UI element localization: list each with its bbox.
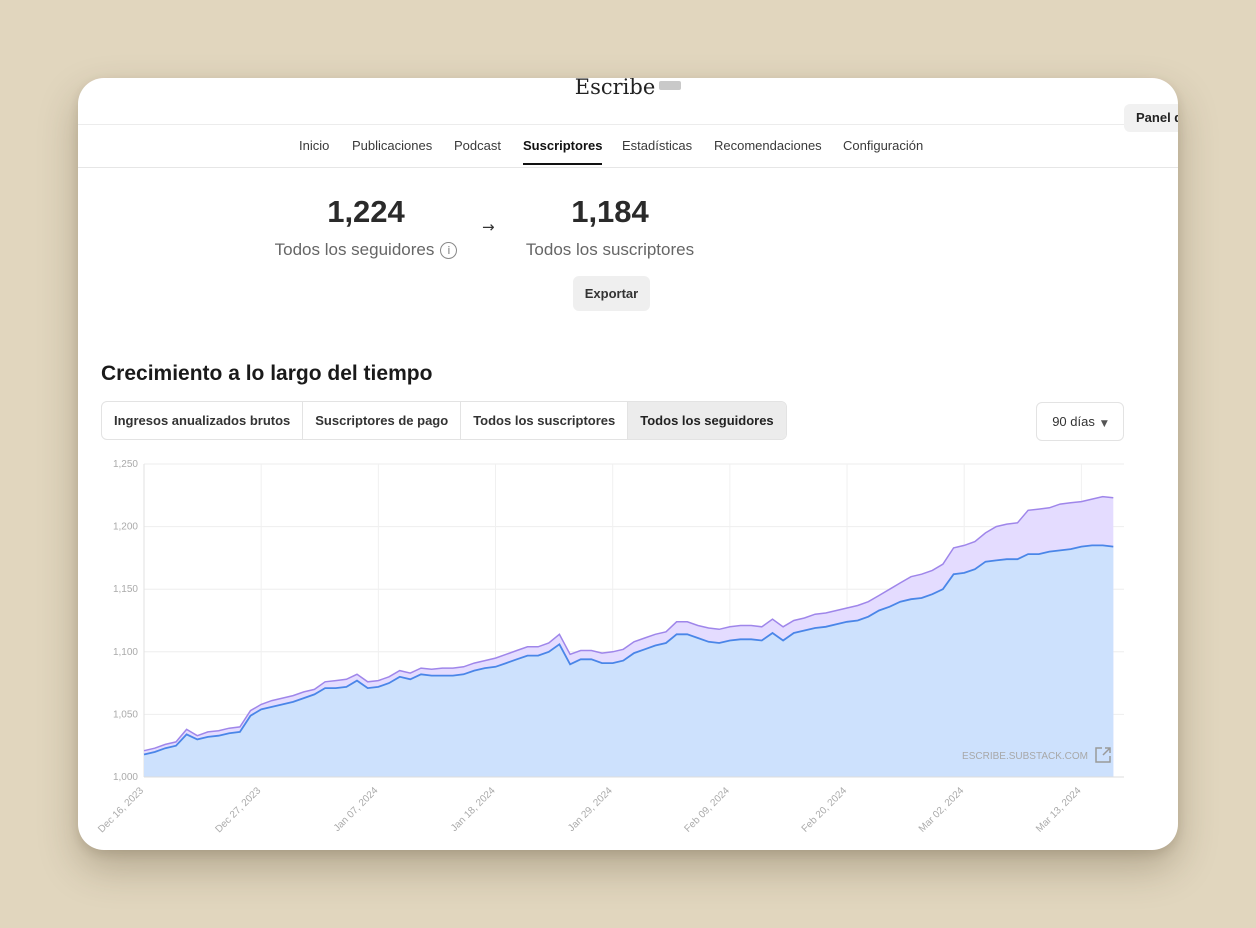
external-link-icon[interactable]	[1095, 747, 1111, 763]
tab-publicaciones[interactable]: Publicaciones	[352, 138, 433, 153]
tab-configuracion[interactable]: Configuración	[843, 138, 924, 153]
watermark-text: ESCRIBE.SUBSTACK.COM	[962, 751, 1088, 762]
metric-selector: Ingresos anualizados brutos Suscriptores…	[101, 401, 787, 440]
export-button[interactable]: Exportar	[573, 276, 650, 311]
brand-name: Escribe	[574, 78, 656, 99]
tab-podcast[interactable]: Podcast	[454, 138, 501, 153]
range-dropdown[interactable]: 90 días ▼	[1036, 402, 1124, 441]
y-tick-label: 1,100	[113, 647, 138, 658]
range-label: 90 días	[1052, 414, 1095, 429]
x-tick-label: Jan 18, 2024	[449, 785, 498, 834]
x-tick-label: Jan 29, 2024	[566, 785, 615, 834]
x-tick-label: Mar 13, 2024	[1034, 785, 1084, 835]
y-tick-label: 1,050	[113, 709, 138, 720]
arrow-right-icon: →	[482, 218, 495, 236]
subscribers-count: 1,184	[571, 194, 649, 229]
x-tick-label: Feb 09, 2024	[683, 785, 733, 835]
subscribers-label: Todos los suscriptores	[525, 240, 695, 259]
top-bar: Escribe Panel de	[78, 78, 1178, 132]
y-tick-label: 1,250	[113, 459, 138, 470]
x-tick-label: Jan 07, 2024	[332, 785, 381, 834]
x-tick-label: Dec 16, 2023	[96, 785, 146, 835]
y-tick-label: 1,150	[113, 584, 138, 595]
followers-count: 1,224	[327, 194, 405, 229]
chevron-down-icon: ▼	[1100, 419, 1108, 429]
followers-label: Todos los seguidores i	[256, 240, 476, 260]
followers-line	[143, 495, 1114, 752]
metric-todos-suscriptores[interactable]: Todos los suscriptores	[461, 402, 629, 439]
subscribers-area	[144, 545, 1114, 777]
growth-title: Crecimiento a lo largo del tiempo	[101, 362, 433, 385]
brand-logo[interactable]: Escribe	[78, 78, 1178, 99]
metric-todos-seguidores[interactable]: Todos los seguidores	[628, 402, 786, 439]
main-nav: Inicio Publicaciones Podcast Suscriptore…	[78, 124, 1178, 168]
subscribers-line	[143, 544, 1114, 756]
app-window: Escribe Panel de Inicio Publicaciones Po…	[78, 78, 1178, 850]
tab-inicio[interactable]: Inicio	[299, 138, 330, 153]
tab-estadisticas[interactable]: Estadísticas	[622, 138, 693, 153]
x-tick-label: Feb 20, 2024	[800, 785, 850, 835]
panel-button[interactable]: Panel de	[1124, 104, 1178, 132]
y-tick-label: 1,000	[113, 772, 138, 783]
tab-recomendaciones[interactable]: Recomendaciones	[714, 138, 822, 153]
metric-suscriptores-pago[interactable]: Suscriptores de pago	[303, 402, 462, 439]
tab-suscriptores[interactable]: Suscriptores	[523, 138, 603, 165]
x-tick-label: Mar 02, 2024	[917, 785, 967, 835]
x-tick-label: Dec 27, 2023	[213, 785, 263, 835]
metric-ingresos[interactable]: Ingresos anualizados brutos	[102, 402, 304, 439]
growth-chart: 1,000 1,050 1,100 1,150 1,200 1,250 Dec 16, 20…	[96, 459, 1124, 835]
brand-mark-icon	[659, 81, 682, 90]
info-icon[interactable]: i	[440, 242, 458, 259]
y-tick-label: 1,200	[113, 522, 138, 533]
